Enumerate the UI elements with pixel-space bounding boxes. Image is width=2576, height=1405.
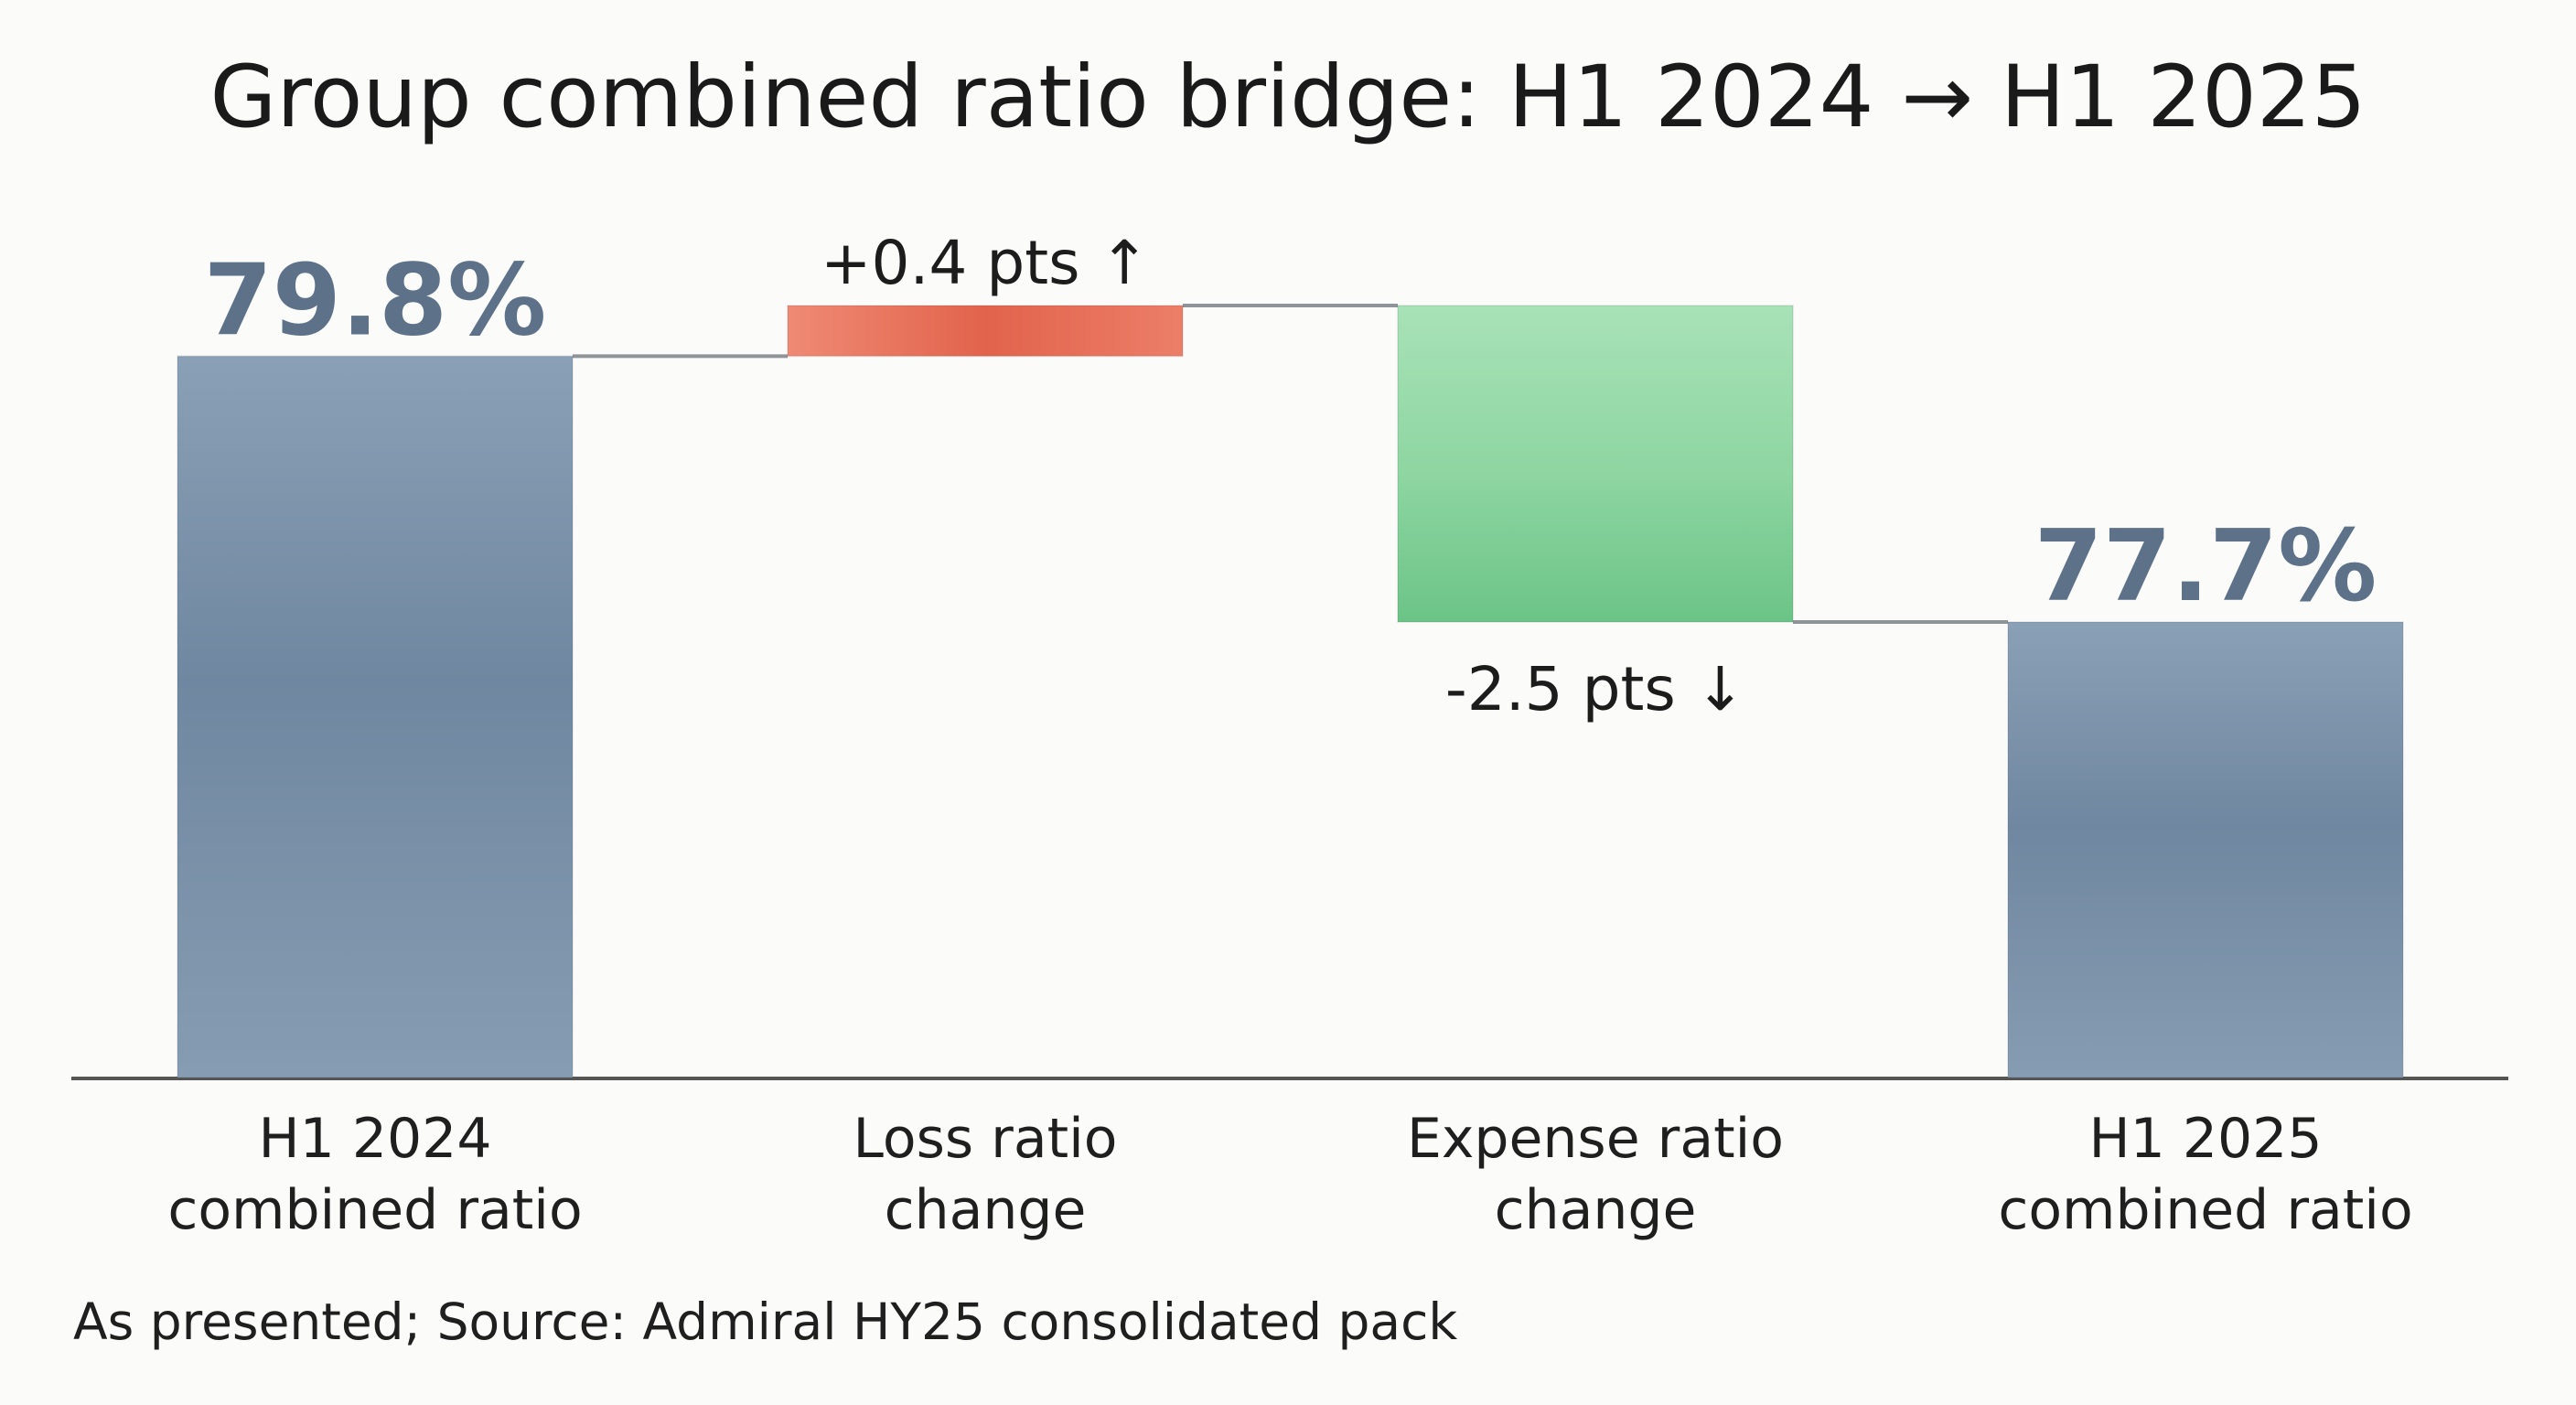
bar-value-label-2: +0.4 pts ↑ [821, 228, 1150, 298]
bar-3-delta [1397, 305, 1794, 623]
category-label-3-line-1: Expense ratio [1407, 1107, 1784, 1171]
bar-value-label-1: 79.8% [204, 243, 547, 358]
bar-value-label-3: -2.5 pts ↓ [1445, 654, 1745, 724]
source-footnote: As presented; Source: Admiral HY25 conso… [73, 1292, 1458, 1351]
chart-title: Group combined ratio bridge: H1 2024 → H… [209, 48, 2367, 147]
bar-value-label-4: 77.7% [2034, 509, 2377, 624]
bar-2-delta [787, 305, 1184, 358]
category-label-3-line-2: change [1495, 1178, 1697, 1242]
category-label-1-line-2: combined ratio [167, 1178, 582, 1242]
category-label-4-line-1: H1 2025 [2088, 1107, 2322, 1171]
bar-1-total [177, 355, 574, 1078]
bar-4-total [2007, 621, 2404, 1078]
category-label-4-line-2: combined ratio [1998, 1178, 2412, 1242]
category-label-2-line-1: Loss ratio [853, 1107, 1117, 1171]
category-label-1-line-1: H1 2024 [258, 1107, 491, 1171]
category-label-2-line-2: change [885, 1178, 1087, 1242]
